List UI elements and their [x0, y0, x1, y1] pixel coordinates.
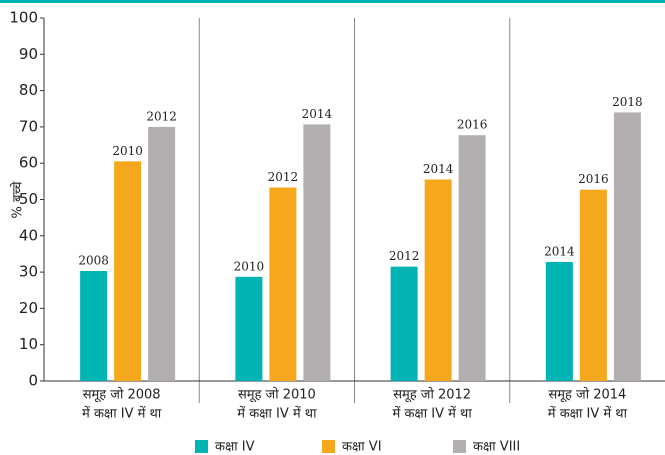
y-tick-label: 20 — [19, 299, 38, 317]
legend-label: कक्षा IV — [215, 440, 255, 455]
legend-label: कक्षा VIII — [473, 440, 520, 455]
bar-year-label: 2008 — [78, 254, 109, 268]
bar-year-label: 2014 — [544, 244, 575, 258]
bar — [390, 266, 418, 381]
y-tick-label: 60 — [19, 154, 38, 172]
bar-year-label: 2012 — [389, 249, 420, 263]
y-tick-label: 90 — [19, 45, 38, 63]
legend-swatch — [453, 440, 466, 453]
bar-year-label: 2012 — [268, 170, 299, 184]
bar — [114, 161, 142, 381]
legend-swatch — [195, 440, 208, 453]
bar — [545, 261, 573, 381]
bar-year-label: 2014 — [423, 162, 454, 176]
bar — [579, 189, 607, 381]
x-tick-label: समूह जो 2010 — [238, 387, 316, 403]
y-tick-label: 40 — [19, 226, 38, 244]
x-tick-label: में कक्षा IV में था — [82, 406, 162, 422]
bar-year-label: 2016 — [578, 172, 609, 186]
y-axis-label: % बच्चे — [10, 181, 26, 219]
bar — [424, 179, 452, 381]
y-tick-label: 100 — [9, 9, 38, 27]
bar-year-label: 2018 — [612, 95, 643, 109]
bar — [148, 126, 176, 382]
x-tick-label: समूह जो 2012 — [393, 387, 471, 403]
bar — [458, 135, 486, 381]
bar — [613, 112, 641, 381]
x-tick-label: समूह जो 2008 — [83, 387, 161, 403]
y-tick-label: 10 — [19, 335, 38, 353]
bar — [235, 276, 263, 381]
x-tick-label: में कक्षा IV में था — [237, 406, 317, 422]
bar-year-label: 2014 — [302, 107, 333, 121]
x-tick-label: समूह जो 2014 — [548, 387, 626, 403]
bar — [80, 271, 108, 381]
bar — [303, 124, 331, 381]
bar-year-label: 2016 — [457, 118, 488, 132]
y-tick-label: 30 — [19, 263, 38, 281]
y-tick-label: 80 — [19, 81, 38, 99]
y-tick-label: 70 — [19, 117, 38, 135]
y-tick-label: 50 — [19, 190, 38, 208]
legend-swatch — [322, 440, 335, 453]
x-tick-label: में कक्षा IV में था — [393, 406, 473, 422]
bar-year-label: 2010 — [112, 144, 143, 158]
y-tick-label: 0 — [28, 372, 38, 390]
legend-label: कक्षा VI — [342, 440, 382, 455]
bar — [269, 187, 297, 381]
bar-year-label: 2012 — [146, 109, 177, 123]
bar-year-label: 2010 — [234, 259, 265, 273]
x-tick-label: में कक्षा IV में था — [548, 406, 628, 422]
